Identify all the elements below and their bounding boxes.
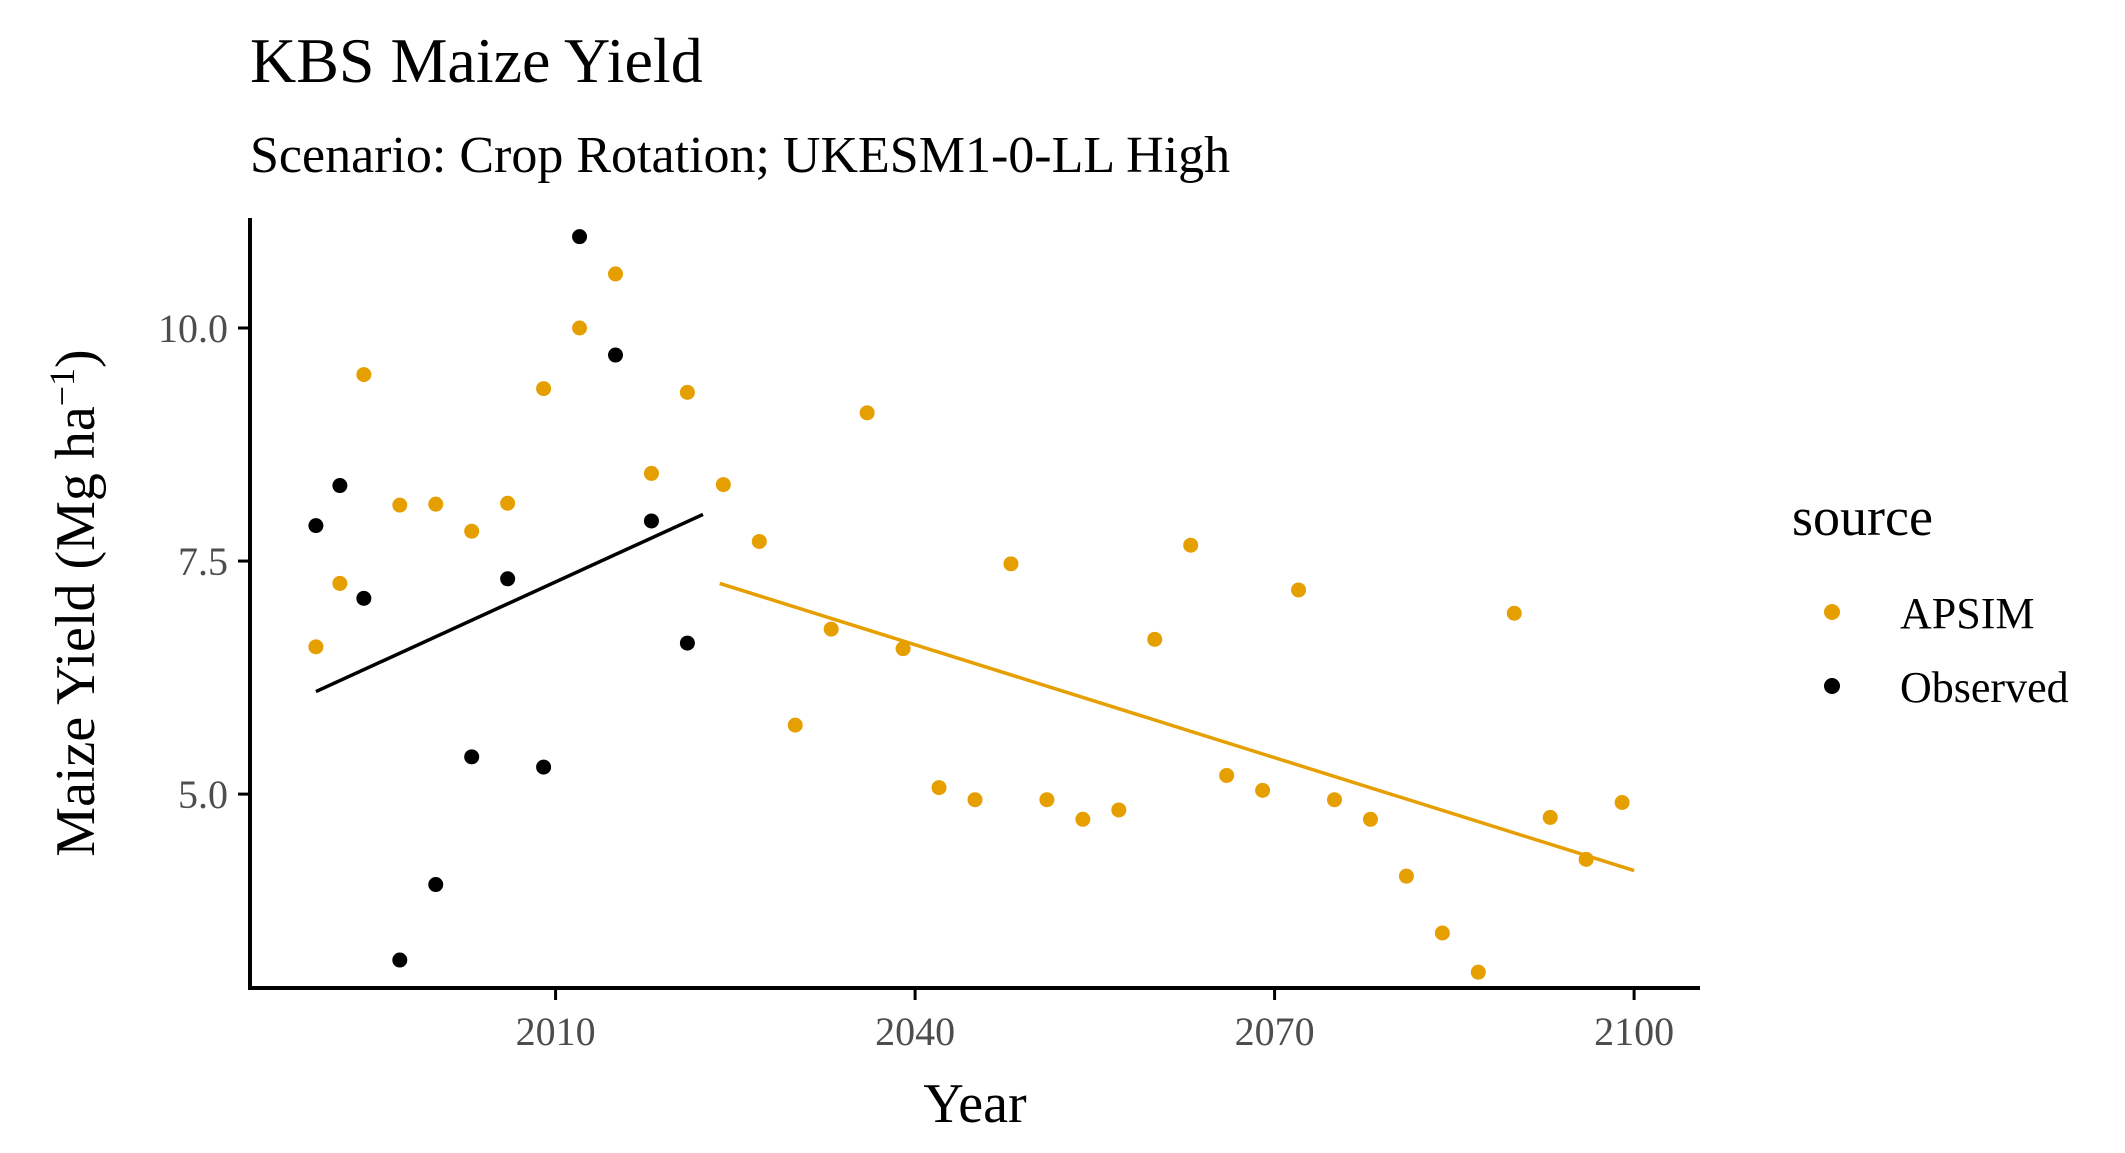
point-apsim-2006 [500, 495, 516, 511]
point-apsim-2075 [1327, 792, 1343, 808]
point-apsim-2036 [859, 405, 875, 421]
point-apsim-2051 [1039, 792, 1055, 808]
point-apsim-2066 [1219, 767, 1235, 783]
y-axis-title: Maize Yield (Mg ha−1) [42, 349, 107, 856]
point-apsim-2081 [1398, 868, 1414, 884]
point-apsim-2015 [607, 266, 623, 282]
legend: source APSIM Observed [1792, 487, 2069, 712]
legend-title: source [1792, 487, 1933, 547]
point-apsim-2072 [1291, 582, 1307, 598]
point-apsim-2033 [823, 621, 839, 637]
legend-key-observed [1824, 678, 1840, 694]
point-apsim-2027 [751, 533, 767, 549]
x-tick-label-2100: 2100 [1594, 1009, 1674, 1054]
point-apsim-2057 [1111, 802, 1127, 818]
trend-line-apsim [719, 581, 1635, 873]
legend-key-apsim [1824, 604, 1840, 620]
point-apsim-2009 [536, 381, 552, 397]
x-axis-title: Year [923, 1073, 1027, 1135]
point-apsim-2012 [572, 320, 588, 336]
point-apsim-1997 [392, 497, 408, 513]
point-apsim-2099 [1614, 794, 1630, 810]
x-tick-label-2040: 2040 [875, 1009, 955, 1054]
x-tick-label-2070: 2070 [1235, 1009, 1315, 1054]
y-axis-title-close: ) [45, 349, 107, 368]
point-apsim-2087 [1470, 964, 1486, 980]
point-apsim-2093 [1542, 809, 1558, 825]
y-tick-label-5: 5.0 [178, 772, 228, 817]
chart-title: KBS Maize Yield [250, 25, 703, 96]
point-apsim-2030 [787, 717, 803, 733]
point-observed-2006 [500, 571, 516, 587]
y-axis-title-main: Maize Yield (Mg ha [45, 406, 107, 857]
point-apsim-2063 [1183, 537, 1199, 553]
point-apsim-2090 [1506, 605, 1522, 621]
point-apsim-2084 [1434, 925, 1450, 941]
point-apsim-2018 [643, 465, 659, 481]
point-observed-2000 [428, 877, 444, 893]
point-apsim-2054 [1075, 811, 1091, 827]
y-axis-ticks: 5.0 7.5 10.0 [158, 306, 250, 817]
point-apsim-2000 [428, 496, 444, 512]
point-apsim-2096 [1578, 851, 1594, 867]
point-observed-1994 [356, 590, 372, 606]
point-observed-2009 [536, 759, 552, 775]
point-apsim-2078 [1362, 811, 1378, 827]
point-observed-2015 [607, 347, 623, 363]
point-apsim-1994 [356, 367, 372, 383]
point-apsim-2021 [679, 384, 695, 400]
trend-line-observed [315, 512, 704, 694]
point-observed-1990 [308, 518, 324, 534]
point-observed-1997 [392, 952, 408, 968]
point-observed-2012 [572, 229, 588, 245]
point-observed-2021 [679, 635, 695, 651]
y-axis-title-superscript: −1 [42, 368, 82, 406]
point-apsim-2069 [1255, 782, 1271, 798]
series-apsim [308, 266, 1635, 980]
plot-area: 2010 2040 2070 2100 5.0 7.5 10.0 [158, 218, 1700, 1054]
y-tick-label-10: 10.0 [158, 306, 228, 351]
chart-subtitle: Scenario: Crop Rotation; UKESM1-0-LL Hig… [250, 127, 1230, 184]
point-apsim-1990 [308, 639, 324, 655]
point-observed-2018 [643, 513, 659, 529]
point-observed-1992 [332, 478, 348, 494]
point-apsim-1992 [332, 575, 348, 591]
legend-label-apsim: APSIM [1900, 589, 2035, 638]
legend-label-observed: Observed [1900, 663, 2069, 712]
y-tick-label-7-5: 7.5 [178, 539, 228, 584]
x-tick-label-2010: 2010 [516, 1009, 596, 1054]
point-apsim-2048 [1003, 556, 1019, 572]
point-apsim-2042 [931, 780, 947, 796]
x-axis-ticks: 2010 2040 2070 2100 [516, 988, 1674, 1054]
point-apsim-2003 [464, 523, 480, 539]
point-apsim-2045 [967, 792, 983, 808]
point-apsim-2024 [715, 477, 731, 493]
series-layer [308, 229, 1635, 980]
point-apsim-2039 [895, 641, 911, 657]
point-apsim-2060 [1147, 631, 1163, 647]
series-observed [308, 229, 704, 968]
point-observed-2003 [464, 749, 480, 765]
